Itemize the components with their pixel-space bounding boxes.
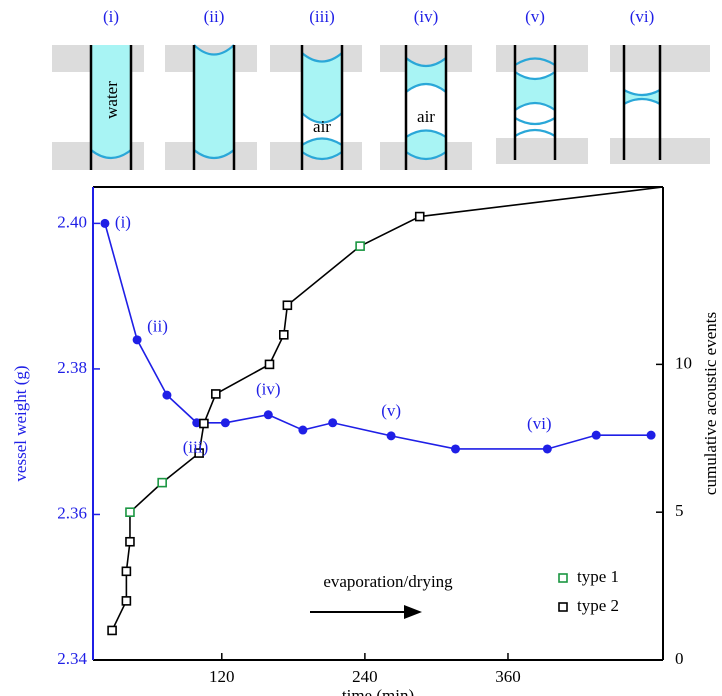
point-label: (v) <box>381 401 401 420</box>
y-tick-label: 2.36 <box>57 503 87 522</box>
y2-tick-label: 10 <box>675 353 692 372</box>
weight-point <box>542 444 552 454</box>
panel-label: (iv) <box>414 7 439 26</box>
point-label: (ii) <box>147 317 168 336</box>
y-tick-label: 2.34 <box>57 649 87 668</box>
weight-point <box>646 430 656 440</box>
y-axis-label: vessel weight (g) <box>11 365 30 481</box>
y-tick-label: 2.40 <box>57 212 87 231</box>
panel-label: (ii) <box>204 7 225 26</box>
panel-label: (i) <box>103 7 119 26</box>
arrow-head <box>404 605 422 619</box>
legend-label: type 1 <box>577 567 619 586</box>
weight-point <box>192 418 202 428</box>
event-marker <box>264 359 275 370</box>
weight-point <box>132 335 142 345</box>
point-label: (iii) <box>183 438 209 457</box>
event-marker <box>278 330 289 340</box>
event-marker <box>107 625 117 636</box>
event-marker <box>199 418 209 429</box>
point-label: (iv) <box>256 380 281 399</box>
event-marker <box>355 241 365 251</box>
annotation: evaporation/drying <box>323 572 453 591</box>
legend-label: type 2 <box>577 596 619 615</box>
weight-point <box>451 444 461 454</box>
event-marker <box>121 566 132 577</box>
event-marker <box>414 211 425 222</box>
x-tick-label: 240 <box>352 667 378 686</box>
weight-point <box>263 410 273 420</box>
y2-tick-label: 5 <box>675 501 684 520</box>
x-tick-label: 360 <box>495 667 521 686</box>
legend-marker <box>558 602 568 612</box>
y2-tick-label: 0 <box>675 649 684 668</box>
event-marker <box>157 477 167 488</box>
data-line <box>104 223 652 450</box>
weight-point <box>386 431 396 441</box>
panel-label: (v) <box>525 7 545 26</box>
event-marker <box>211 389 221 399</box>
weight-point <box>162 390 172 400</box>
plot: 120 240 360 2.34 2.36 2.38 2.40 0 5 10 time (min) v… <box>11 186 720 696</box>
weight-point <box>220 418 230 428</box>
panel-label: (iii) <box>309 7 335 26</box>
weight-point <box>100 218 110 228</box>
event-marker <box>125 536 135 547</box>
weight-point <box>328 418 338 428</box>
event-marker <box>121 596 132 606</box>
weight-point <box>591 430 601 440</box>
water-label: water <box>102 81 121 119</box>
air-label: air <box>417 107 435 126</box>
event-marker <box>194 448 204 458</box>
event-marker <box>125 507 135 517</box>
y-tick-label: 2.38 <box>57 358 87 377</box>
weight-point <box>298 425 308 435</box>
point-label: (i) <box>115 212 131 231</box>
schematic: (i) (ii) (iii) (iv) (v) (vi) water air a… <box>52 7 710 170</box>
x-tick-label: 120 <box>209 667 235 686</box>
panel-label: (vi) <box>630 7 655 26</box>
event-marker <box>282 300 293 311</box>
legend-marker <box>558 573 568 583</box>
air-label: air <box>313 117 331 136</box>
x-axis-label: time (min) <box>342 686 414 696</box>
y2-axis-label: cumulative acoustic events <box>701 312 720 495</box>
point-label: (vi) <box>527 414 552 433</box>
